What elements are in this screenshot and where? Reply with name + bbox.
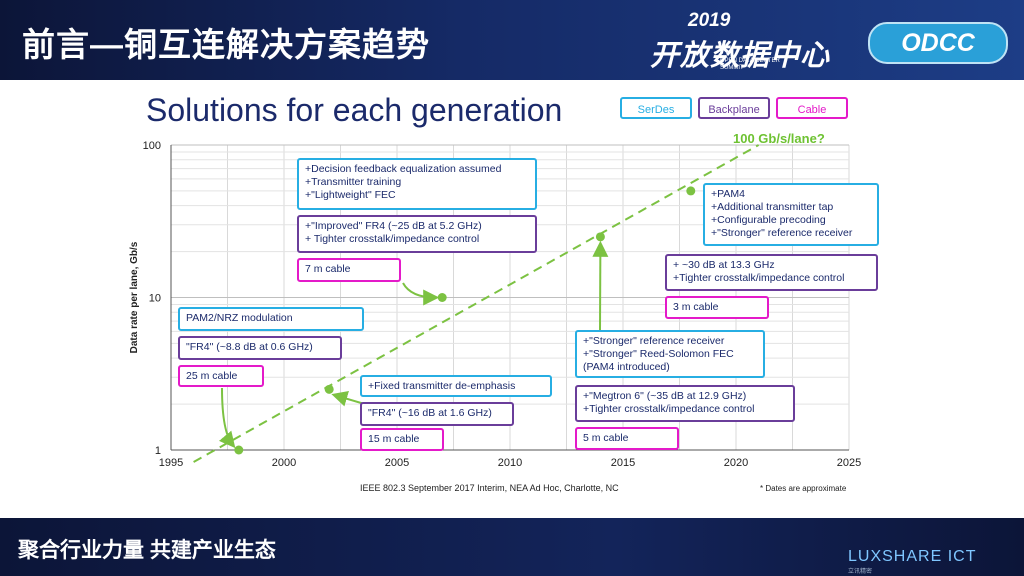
- footer-bar: 聚合行业力量 共建产业生态: [0, 518, 1024, 576]
- g2-backplane-box: "FR4" (~16 dB at 1.6 GHz): [360, 402, 514, 426]
- x-tick-label: 1995: [159, 457, 183, 469]
- source-note: IEEE 802.3 September 2017 Interim, NEA A…: [360, 483, 619, 493]
- g5-cable-box: 3 m cable: [665, 296, 769, 319]
- summit-year: 2019: [688, 10, 731, 31]
- legend-cable: Cable: [776, 97, 848, 119]
- annotation-arrow: [218, 387, 236, 449]
- x-tick-label: 2010: [498, 457, 522, 469]
- g4-serdes-box: +"Stronger" reference receiver +"Stronge…: [575, 330, 765, 378]
- g5-serdes-line1: +PAM4: [711, 188, 745, 200]
- x-tick-label: 2000: [272, 457, 296, 469]
- page-title: 前言—铜互连解决方案趋势: [22, 26, 430, 63]
- g3-backplane-line2: + Tighter crosstalk/impedance control: [305, 233, 480, 245]
- luxshare-logo: LUXSHARE ICT: [848, 548, 977, 565]
- g4-backplane-box: +"Megtron 6" (~35 dB at 12.9 GHz) +Tight…: [575, 385, 795, 422]
- g2-serdes-box: +Fixed transmitter de-emphasis: [360, 375, 552, 397]
- g1-serdes-text: PAM2/NRZ modulation: [186, 312, 293, 324]
- y-tick-label: 1: [155, 445, 161, 457]
- footer-slogan: 聚合行业力量 共建产业生态: [18, 539, 276, 562]
- data-point: [686, 186, 696, 196]
- g1-serdes-box: PAM2/NRZ modulation: [178, 307, 364, 331]
- g3-serdes-line3: +"Lightweight" FEC: [305, 189, 396, 201]
- g2-backplane-text: "FR4" (~16 dB at 1.6 GHz): [368, 407, 492, 419]
- data-point: [324, 384, 334, 394]
- g4-serdes-line2: +"Stronger" Reed-Solomon FEC: [583, 348, 734, 360]
- g4-serdes-line3: (PAM4 introduced): [583, 361, 670, 373]
- y-axis-label: Data rate per lane, Gb/s: [129, 241, 140, 353]
- g5-serdes-line2: +Additional transmitter tap: [711, 201, 834, 213]
- data-point: [437, 293, 447, 302]
- odcc-logo: ODCC: [868, 22, 1008, 64]
- g4-serdes-line1: +"Stronger" reference receiver: [583, 335, 725, 347]
- g3-serdes-line1: +Decision feedback equalization assumed: [305, 163, 502, 175]
- g4-cable-text: 5 m cable: [583, 432, 629, 444]
- g3-backplane-line1: +"Improved" FR4 (~25 dB at 5.2 GHz): [305, 220, 482, 232]
- g5-serdes-line4: +"Stronger" reference receiver: [711, 227, 853, 239]
- data-point: [595, 232, 605, 242]
- g5-backplane-line2: +Tighter crosstalk/impedance control: [673, 272, 845, 284]
- x-tick-label: 2005: [385, 457, 409, 469]
- g1-backplane-text: "FR4" (~8.8 dB at 0.6 GHz): [186, 341, 313, 353]
- g5-backplane-line1: + ~30 dB at 13.3 GHz: [673, 259, 775, 271]
- g4-backplane-line1: +"Megtron 6" (~35 dB at 12.9 GHz): [583, 390, 747, 402]
- trend-label: 100 Gb/s/lane?: [733, 131, 825, 146]
- g1-cable-box: 25 m cable: [178, 365, 264, 387]
- dates-note: * Dates are approximate: [760, 484, 847, 493]
- y-tick-label: 100: [143, 140, 161, 152]
- g3-backplane-box: +"Improved" FR4 (~25 dB at 5.2 GHz) + Ti…: [297, 215, 537, 253]
- g5-serdes-box: +PAM4 +Additional transmitter tap +Confi…: [703, 183, 879, 246]
- g1-backplane-box: "FR4" (~8.8 dB at 0.6 GHz): [178, 336, 342, 360]
- x-tick-label: 2015: [611, 457, 635, 469]
- g4-cable-box: 5 m cable: [575, 427, 679, 450]
- trend-line: [193, 144, 760, 463]
- g5-cable-text: 3 m cable: [673, 301, 719, 313]
- g2-cable-box: 15 m cable: [360, 428, 444, 451]
- annotation-arrow: [402, 282, 440, 306]
- data-point: [234, 445, 244, 455]
- g4-backplane-line2: +Tighter crosstalk/impedance control: [583, 403, 755, 415]
- g3-cable-text: 7 m cable: [305, 263, 351, 275]
- luxshare-sub: 立讯精密: [848, 569, 873, 575]
- g5-backplane-box: + ~30 dB at 13.3 GHz +Tighter crosstalk/…: [665, 254, 878, 291]
- x-tick-label: 2020: [724, 457, 748, 469]
- summit-en: OPEN DATA CENTER SUMMIT: [720, 58, 780, 71]
- y-tick-label: 10: [149, 293, 161, 305]
- g2-cable-text: 15 m cable: [368, 433, 420, 445]
- legend-backplane: Backplane: [698, 97, 770, 119]
- g3-serdes-box: +Decision feedback equalization assumed …: [297, 158, 537, 210]
- g1-cable-text: 25 m cable: [186, 370, 238, 382]
- g5-serdes-line3: +Configurable precoding: [711, 214, 826, 226]
- g3-cable-box: 7 m cable: [297, 258, 401, 282]
- x-tick-label: 2025: [837, 457, 861, 469]
- legend-serdes: SerDes: [620, 97, 692, 119]
- g2-serdes-text: +Fixed transmitter de-emphasis: [368, 380, 516, 392]
- slide-title: Solutions for each generation: [146, 92, 563, 128]
- g3-serdes-line2: +Transmitter training: [305, 176, 402, 188]
